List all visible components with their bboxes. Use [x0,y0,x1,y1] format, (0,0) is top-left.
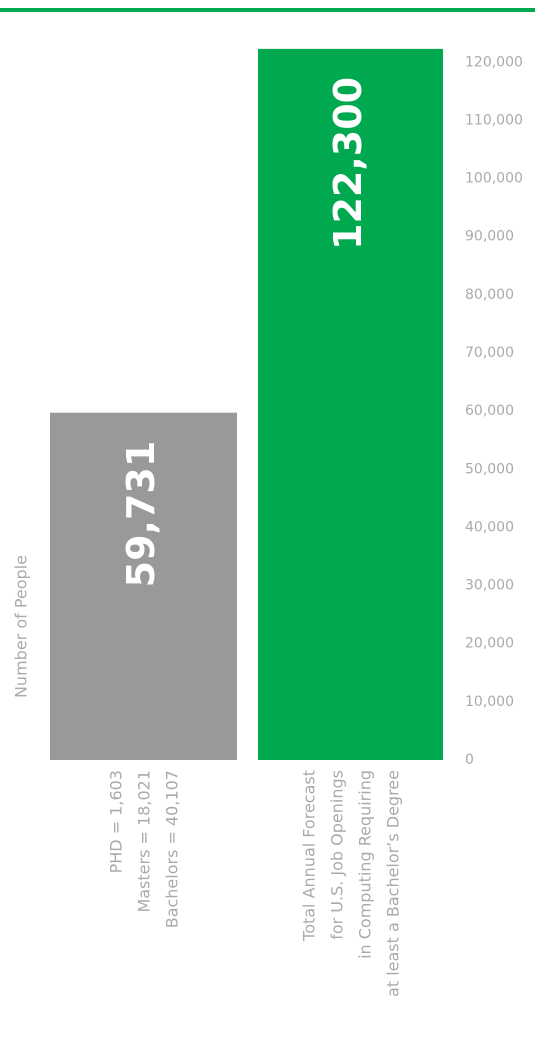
y-tick-label: 10,000 [465,694,514,710]
value-label: 59,731 [119,441,163,588]
x-tick-label: PHD = 1,603 [107,770,126,873]
y-tick-label: 120,000 [465,54,523,70]
y-tick-label: 30,000 [465,578,514,594]
y-tick-label: 50,000 [465,461,514,477]
x-tick-label: for U.S. Job Openings [328,770,347,940]
y-tick-label: 80,000 [465,287,514,303]
x-tick-label: Masters = 18,021 [135,770,154,913]
y-tick-label: 0 [465,752,474,768]
x-tick-label: Total Annual Forecast [300,770,319,942]
bar [50,412,237,760]
x-tick-label: Bachelors = 40,107 [163,770,182,928]
bar [258,48,443,760]
y-tick-label: 20,000 [465,636,514,652]
y-axis-label: Number of People [12,555,31,698]
y-tick-label: 40,000 [465,519,514,535]
x-tick-label: in Computing Requiring [356,770,375,959]
y-tick-label: 70,000 [465,345,514,361]
y-tick-label: 90,000 [465,229,514,245]
x-tick-label: at least a Bachelor’s Degree [384,770,403,997]
top-rule [0,8,535,12]
y-tick-label: 100,000 [465,171,523,187]
y-tick-label: 110,000 [465,112,523,128]
value-label: 122,300 [326,77,370,250]
y-tick-label: 60,000 [465,403,514,419]
